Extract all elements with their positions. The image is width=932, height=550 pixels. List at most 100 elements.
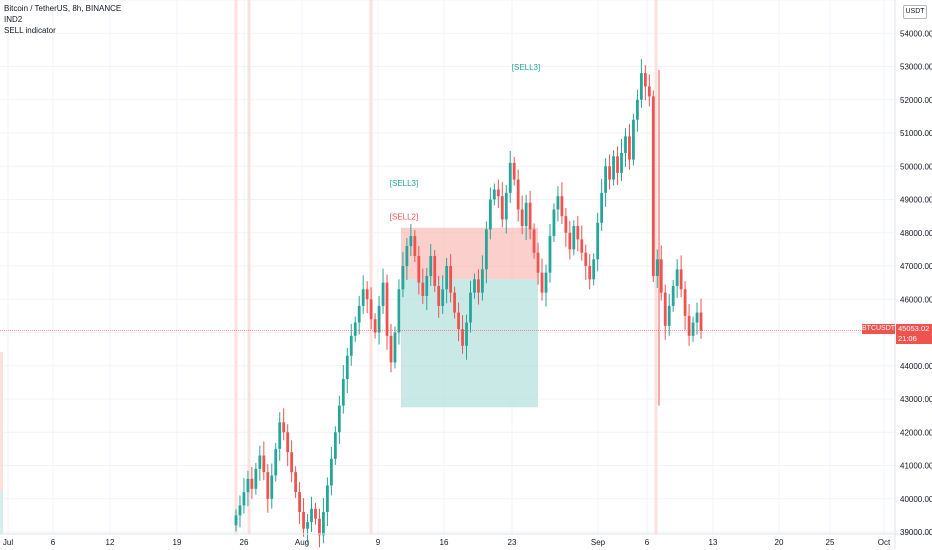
chart-legend: Bitcoin / TetherUS, 8h, BINANCE IND2 SEL…	[4, 3, 121, 36]
candle-body	[528, 202, 532, 230]
price-tick-label: 52000.00	[900, 96, 932, 105]
candle-body	[425, 275, 429, 296]
candle-body	[520, 209, 524, 227]
candle-body	[294, 472, 298, 493]
candle-body	[663, 292, 667, 326]
candle-body	[675, 269, 679, 286]
time-tick-label: 23	[508, 538, 517, 547]
candle-body	[572, 226, 576, 250]
candle-body	[636, 99, 639, 120]
candle-body	[238, 505, 242, 516]
candle-body	[429, 256, 433, 276]
candle-body	[353, 322, 357, 336]
candle-body	[278, 422, 282, 449]
candle-body	[568, 232, 572, 250]
time-tick-label: 12	[106, 538, 115, 547]
candle-body	[421, 282, 425, 296]
candle-body	[532, 229, 536, 253]
candle-body	[234, 515, 238, 526]
signal-label: [SELL3]	[390, 179, 418, 188]
candle-body	[389, 335, 393, 363]
candle-body	[651, 96, 655, 276]
price-tick-label: 53000.00	[900, 63, 932, 72]
candle-body	[457, 312, 460, 330]
candle-body	[695, 312, 699, 323]
candle-body	[576, 226, 580, 240]
candle-body	[560, 196, 564, 217]
price-tick-label: 46000.00	[900, 295, 932, 304]
candle-body	[655, 259, 659, 276]
candle-body	[445, 266, 449, 290]
candle-body	[329, 458, 333, 486]
candle-body	[365, 289, 369, 300]
currency-button[interactable]: USDT	[903, 5, 927, 19]
candle-body	[516, 179, 520, 210]
volatility-band	[369, 0, 373, 534]
candle-body	[492, 189, 496, 200]
edge-zone-bottom	[0, 492, 3, 534]
time-tick-label: Aug	[295, 538, 309, 547]
symbol-price-tag: BTCUSDT	[862, 324, 896, 334]
candle-body	[564, 216, 568, 233]
candle-body	[254, 468, 258, 489]
candle-body	[250, 478, 254, 489]
candle-body	[604, 166, 608, 193]
candle-body	[473, 279, 476, 293]
candle-body	[333, 432, 337, 459]
price-tick-label: 50000.00	[900, 162, 932, 171]
candle-body	[659, 259, 663, 293]
last-price-value: 45053.02	[898, 324, 930, 333]
price-tick-label: 42000.00	[900, 428, 932, 437]
candle-body	[465, 322, 468, 346]
candle-body	[481, 269, 484, 293]
legend-indicator-ind2: IND2	[4, 15, 23, 24]
time-tick-label: 26	[240, 538, 249, 547]
time-tick-label: 6	[51, 538, 56, 547]
candle-body	[469, 292, 472, 323]
candle-body	[580, 239, 584, 253]
time-tick-label: Jul	[3, 538, 13, 547]
candle-body	[500, 196, 504, 220]
candle-body	[314, 508, 317, 519]
candle-body	[691, 322, 695, 336]
candle-body	[246, 478, 250, 493]
time-tick-label: 16	[440, 538, 449, 547]
price-tick-label: 51000.00	[900, 129, 932, 138]
price-tick-label: 47000.00	[900, 262, 932, 271]
candle-body	[298, 492, 301, 513]
price-tick-label: 39000.00	[900, 528, 932, 537]
price-tick-label: 44000.00	[900, 362, 932, 371]
candle-body	[600, 192, 604, 223]
candle-body	[242, 492, 246, 506]
candle-body	[401, 266, 405, 290]
candle-body	[262, 455, 266, 473]
volatility-band	[234, 0, 238, 534]
candle-body	[596, 222, 600, 260]
price-tick-label: 54000.00	[900, 29, 932, 38]
candle-body	[556, 196, 560, 210]
candle-body	[624, 136, 627, 153]
candle-body	[369, 299, 373, 320]
candle-body	[373, 319, 377, 333]
candle-body	[612, 156, 615, 180]
candle-body	[548, 236, 552, 273]
time-tick-label: 25	[826, 538, 835, 547]
candle-body	[417, 256, 421, 283]
price-tick-label: 48000.00	[900, 229, 932, 238]
candle-body	[270, 475, 274, 499]
candle-body	[413, 236, 417, 257]
legend-title: Bitcoin / TetherUS, 8h, BINANCE	[4, 4, 122, 13]
candle-body	[266, 472, 270, 499]
candle-body	[306, 522, 309, 529]
candle-body	[393, 332, 397, 363]
candle-body	[477, 279, 480, 293]
candle-body	[441, 289, 445, 306]
candle-body	[433, 256, 437, 286]
candle-body	[381, 282, 385, 306]
price-tick-label: 40000.00	[900, 495, 932, 504]
candle-body	[632, 119, 635, 160]
candle-body	[671, 285, 675, 306]
candle-body	[437, 285, 441, 306]
candle-body	[588, 266, 592, 280]
